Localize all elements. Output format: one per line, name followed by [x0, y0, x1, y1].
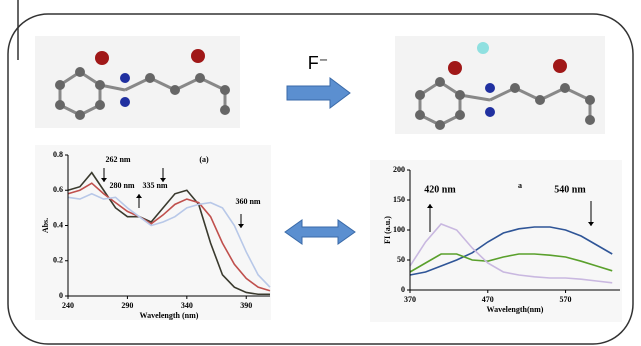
y-axis-label: Abs. [41, 218, 50, 233]
x-tick-label: 470 [482, 295, 494, 304]
x-tick-label: 570 [560, 295, 572, 304]
y-tick-label: 200 [393, 165, 405, 174]
annotation: 540 nm [554, 184, 586, 195]
annotation: (a) [199, 155, 209, 164]
panel-absorption [35, 145, 271, 320]
y-tick-label: 0.6 [53, 185, 63, 194]
y-tick-label: 0.2 [53, 256, 63, 265]
x-tick-label: 370 [404, 295, 416, 304]
graphical-abstract: F⁻ 240 290 340 390 0 0.2 0.4 0.6 0.8 Wavelength (… [0, 0, 641, 346]
y-tick-label: 0 [59, 291, 63, 300]
annotation: 335 nm [142, 181, 167, 190]
molecule-left [35, 36, 240, 128]
molecule-right [395, 36, 605, 134]
y-tick-label: 100 [393, 225, 405, 234]
annotation: 420 nm [424, 184, 456, 195]
x-axis-label: Wavelength (nm) [140, 311, 199, 320]
y-tick-label: 150 [393, 195, 405, 204]
x-tick-label: 390 [240, 301, 252, 310]
y-tick-label: 0 [401, 285, 405, 294]
x-tick-label: 240 [62, 301, 74, 310]
x-tick-label: 290 [121, 301, 133, 310]
reagent-label: F⁻ [308, 53, 329, 73]
annotation: 262 nm [105, 155, 130, 164]
y-axis-label: FI (a.u.) [383, 216, 392, 244]
annotation: 280 nm [109, 181, 134, 190]
y-tick-label: 0.8 [53, 150, 63, 159]
annotation: 360 nm [235, 197, 260, 206]
x-tick-label: 340 [181, 301, 193, 310]
x-axis-label: Wavelength(nm) [487, 305, 544, 314]
annotation: a [518, 181, 522, 190]
y-tick-label: 0.4 [53, 220, 63, 229]
y-tick-label: 50 [397, 255, 405, 264]
